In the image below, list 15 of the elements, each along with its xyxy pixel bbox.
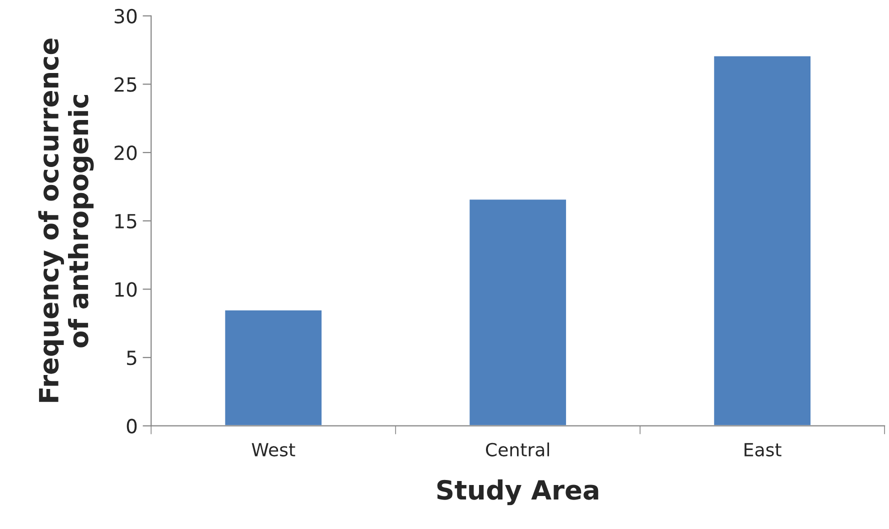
y-tick-label: 15: [115, 214, 136, 229]
bar: [224, 308, 323, 426]
y-tick-label: 5: [127, 350, 136, 366]
x-axis-title: Study Area: [437, 479, 598, 506]
x-tick-label: East: [744, 443, 782, 456]
bar: [468, 198, 568, 426]
y-tick-label: 20: [114, 145, 137, 160]
y-tick-label: 0: [126, 418, 137, 434]
y-tick-label: 10: [115, 282, 137, 297]
y-axis-title: Frequency of occurrence of anthropogenic: [38, 38, 94, 402]
x-tick-label: West: [252, 443, 296, 456]
x-tick-label: Central: [486, 442, 550, 456]
bar: [712, 54, 812, 426]
y-tick-label: 25: [114, 77, 136, 92]
y-tick-label: 30: [114, 8, 137, 24]
